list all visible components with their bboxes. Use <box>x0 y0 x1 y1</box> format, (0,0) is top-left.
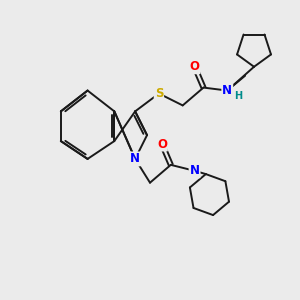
Text: N: N <box>130 152 140 165</box>
Text: N: N <box>190 164 200 177</box>
Text: S: S <box>155 87 163 100</box>
Text: O: O <box>190 60 200 73</box>
Text: H: H <box>235 91 243 101</box>
Text: O: O <box>157 138 167 151</box>
Text: N: N <box>222 84 232 97</box>
